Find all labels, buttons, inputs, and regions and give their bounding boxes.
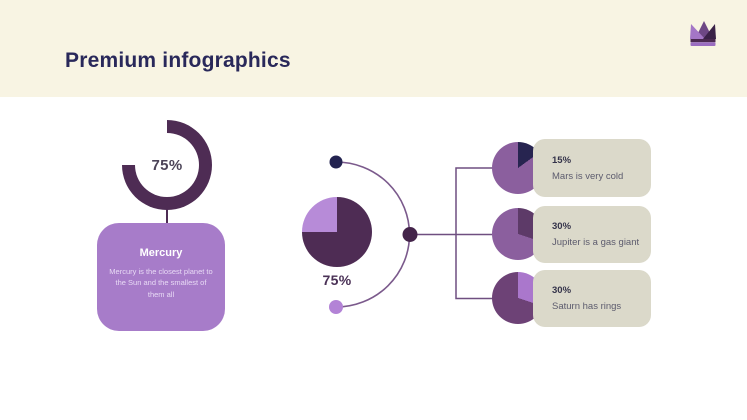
jupiter-item-card: 30% Jupiter is a gas giant	[533, 206, 651, 263]
mercury-card-title: Mercury	[139, 247, 183, 259]
arc-dot-bottom	[329, 300, 343, 314]
crown-band-light	[690, 42, 716, 46]
donut-card-connector-line	[166, 209, 168, 224]
page-title: Premium infographics	[65, 49, 291, 72]
mercury-donut-chart: 75%	[122, 120, 212, 210]
mars-percent-label: 15%	[552, 154, 572, 166]
center-pie-value-label: 75%	[322, 272, 352, 288]
mars-description: Mars is very cold	[552, 170, 624, 182]
mercury-card-description: Mercury is the closest planet to the Sun…	[109, 267, 213, 299]
slide-header: Premium infographics	[0, 0, 747, 97]
donut-value-label: 75%	[135, 133, 199, 197]
mercury-card: Mercury Mercury is the closest planet to…	[97, 223, 225, 331]
jupiter-description: Jupiter is a gas giant	[552, 237, 640, 248]
jupiter-percent-label: 30%	[552, 221, 572, 232]
connector-bracket	[455, 167, 493, 300]
center-pie-chart	[302, 197, 372, 267]
crown-left-peak	[690, 24, 705, 39]
arc-dot-top	[329, 155, 343, 169]
crown-right-peak	[703, 24, 716, 39]
saturn-description: Saturn has rings	[552, 301, 622, 312]
arc-dot-right	[402, 227, 418, 242]
saturn-item-card: 30% Saturn has rings	[533, 270, 651, 327]
mars-item-card: 15% Mars is very cold	[533, 139, 651, 197]
saturn-percent-label: 30%	[552, 285, 572, 296]
crown-band-dark	[690, 39, 716, 43]
crown-logo-icon	[690, 21, 716, 46]
